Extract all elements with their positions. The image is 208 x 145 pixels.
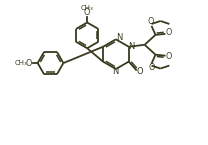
Text: O: O [147, 18, 154, 27]
Text: O: O [136, 67, 143, 76]
Text: N: N [129, 42, 135, 51]
Text: N: N [116, 33, 122, 42]
Text: N: N [112, 67, 118, 76]
Text: O: O [26, 59, 32, 68]
Text: O: O [148, 63, 155, 72]
Text: O: O [165, 52, 172, 61]
Text: CH₃: CH₃ [14, 60, 27, 66]
Text: O: O [165, 28, 172, 37]
Text: O: O [84, 8, 90, 17]
Text: CH₃: CH₃ [81, 5, 94, 11]
